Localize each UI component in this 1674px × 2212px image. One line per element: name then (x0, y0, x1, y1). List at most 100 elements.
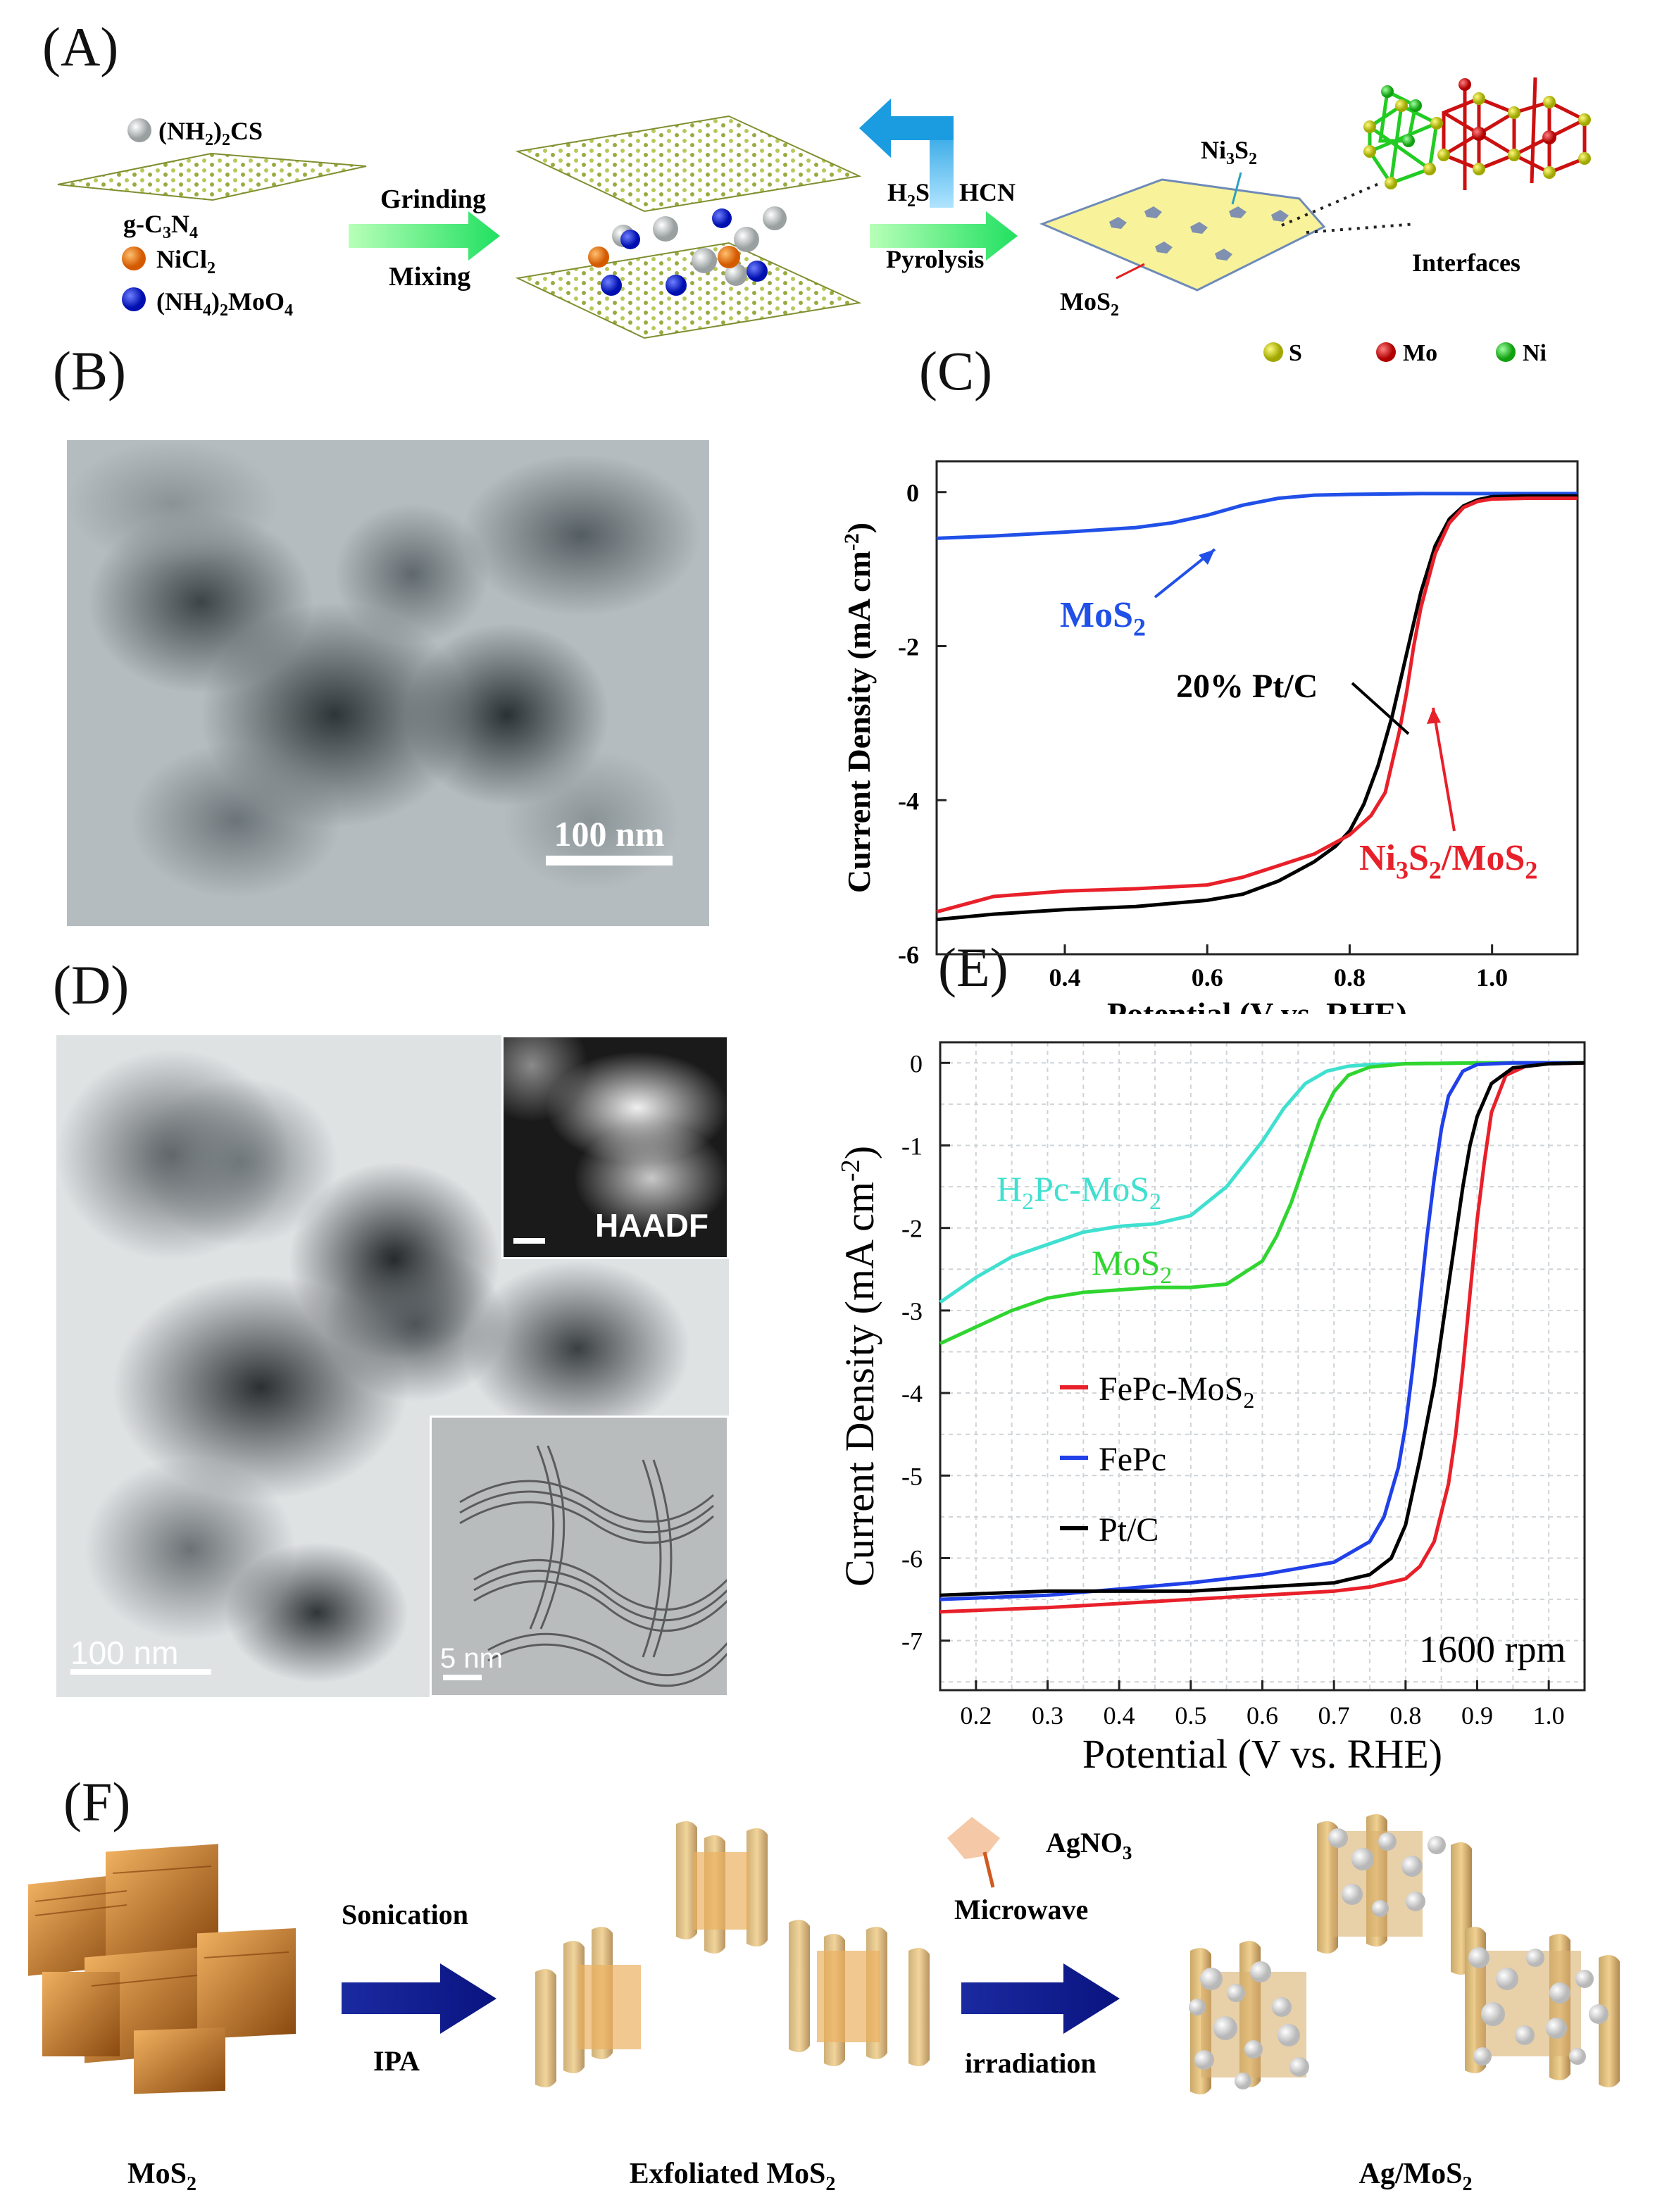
legend-ni-label: Ni (1523, 340, 1547, 366)
label-pyrolysis: Pyrolysis (886, 245, 984, 273)
caption-bulk-mos2: MoS2 (127, 2158, 196, 2195)
label-h2s: H2S (887, 178, 930, 211)
bulk-mos2-icon (28, 1844, 296, 2094)
pointer-head-mos2 (1199, 549, 1215, 565)
zoom-line (1306, 223, 1416, 234)
label-ptc-c: 20% Pt/C (1176, 668, 1318, 705)
chart-e: 0.2 0.3 0.4 0.5 0.6 0.7 0.8 0.9 1.0 0 -1 -2 -3 -4 -5 -6… (836, 1041, 1586, 1777)
caption-ag-mos2: Ag/MoS2 (1359, 2158, 1473, 2195)
legend-label-1: FePc (1099, 1441, 1166, 1478)
series-line-mos2 (936, 492, 1578, 540)
label-mos2-e: MoS2 (1092, 1243, 1172, 1289)
panel-label-d: (D) (53, 954, 130, 1016)
hrtem-scale-label: 5 nm (440, 1643, 503, 1674)
legend-mo-label: Mo (1403, 340, 1437, 366)
x-tick-label: 0.8 (1389, 1701, 1421, 1730)
plot-frame (935, 460, 1579, 956)
label-ni3s2-mos2-c: Ni3S2/MoS2 (1359, 838, 1537, 885)
y-tick-label: -7 (901, 1627, 923, 1656)
legend-ni-icon (1496, 342, 1516, 362)
panel-label-b: (B) (53, 340, 126, 401)
series-line-fepc (939, 1061, 1585, 1601)
haadf-scale-bar (513, 1238, 545, 1244)
label-mixing: Mixing (389, 262, 470, 292)
haadf-inset: HAADF (501, 1035, 729, 1259)
x-tick-label: 0.7 (1318, 1701, 1350, 1730)
x-tick-label: 0.5 (1175, 1701, 1206, 1730)
x-tick-label: 0.2 (960, 1701, 992, 1730)
label-mos2-c: MoS2 (1060, 595, 1146, 642)
ni3s2-mos2-sheet (1039, 172, 1326, 292)
y-tick-label: -6 (898, 941, 919, 969)
panel-label-c: (C) (919, 340, 992, 401)
y-tick-label: -4 (898, 787, 919, 815)
hrtem-inset: 5 nm (430, 1416, 729, 1697)
pointer-ni3s2-mos2 (1432, 707, 1456, 832)
scale-bar-d (70, 1669, 211, 1675)
y-tick-label: -5 (901, 1462, 923, 1490)
series-line-fepc-mos2 (939, 1061, 1585, 1614)
label-hcn: HCN (959, 178, 1016, 206)
series-line-ni3s2-mos2 (936, 496, 1578, 914)
legend-mo-icon (1376, 342, 1396, 362)
grinding-arrow-icon (349, 211, 500, 261)
ag-mos2-icon (1189, 1814, 1620, 2094)
nicl2-sphere-icon (122, 246, 146, 270)
label-microwave: Microwave (954, 1894, 1088, 1925)
x-tick-label: 0.6 (1192, 963, 1223, 992)
x-tick-label: 0.3 (1032, 1701, 1063, 1730)
panel-a-scheme: (NH2)2CS g-C3N4 NiCl2 (NH4)2MoO4 Grindin… (57, 77, 1591, 366)
y-tick-label: -6 (901, 1544, 923, 1573)
label-interfaces: Interfaces (1412, 249, 1520, 277)
series-line-mos2 (939, 1061, 1585, 1346)
x-tick-label: 0.4 (1049, 963, 1081, 992)
series-line-pt-c (939, 1061, 1585, 1597)
x-axis-label: Potential (V vs. RHE) (1082, 1731, 1442, 1777)
legend-s-icon (1263, 342, 1283, 362)
sonication-arrow-icon (342, 1963, 496, 2034)
microwave-arrow-icon (961, 1963, 1120, 2034)
y-tick-label: -2 (898, 633, 919, 661)
pyrolysis-arrow-icon (870, 211, 1018, 261)
caption-exfoliated-mos2: Exfoliated MoS2 (630, 2158, 836, 2195)
rpm-label: 1600 rpm (1419, 1628, 1566, 1670)
haadf-label: HAADF (595, 1207, 708, 1244)
zoom-line (1281, 182, 1381, 227)
hrtem-scale-bar (443, 1675, 482, 1680)
legend-label-0: FePc-MoS2 (1099, 1370, 1254, 1413)
panel-label-e: (E) (938, 937, 1008, 998)
y-tick-label: -1 (901, 1132, 923, 1160)
y-tick-label: 0 (906, 479, 919, 507)
y-tick-label: -4 (901, 1380, 923, 1408)
ammonium-molybdate-sphere-icon (122, 287, 146, 311)
label-gc3n4: g-C3N4 (123, 210, 198, 242)
x-tick-label: 0.8 (1334, 963, 1366, 992)
x-tick-label: 0.9 (1461, 1701, 1493, 1730)
x-tick-label: 1.0 (1476, 963, 1508, 992)
label-irradiation: irradiation (965, 2047, 1097, 2079)
x-axis-label: Potential (V vs. RHE) (1107, 996, 1407, 1014)
gc3n4-sheet (57, 152, 367, 201)
label-h2pc-mos2-e: H2Pc-MoS2 (997, 1169, 1161, 1215)
chart-c: 0.4 0.6 0.8 1.0 0 -2 -4 -6 Potential (V vs. RHE)… (840, 460, 1579, 1014)
label-ipa: IPA (373, 2045, 420, 2077)
tem-image-d: HAADF 5 nm 100 nm (56, 1035, 729, 1697)
x-tick-label: 1.0 (1533, 1701, 1565, 1730)
label-mos2-a: MoS2 (1060, 287, 1119, 320)
label-sonication: Sonication (342, 1899, 468, 1930)
scale-label-d: 100 nm (70, 1635, 179, 1671)
panel-f-scheme: MoS2 Sonication IPA Exfoliated MoS2 AgNO… (28, 1814, 1620, 2195)
label-grinding: Grinding (380, 185, 486, 214)
label-agno3: AgNO3 (1046, 1827, 1132, 1863)
x-tick-label: 0.6 (1247, 1701, 1278, 1730)
label-thiourea: (NH2)2CS (158, 117, 263, 149)
gas-release-arrow-icon (859, 99, 954, 208)
x-tick-label: 0.4 (1104, 1701, 1135, 1730)
scale-label-b: 100 nm (554, 814, 665, 854)
y-tick-label: -3 (901, 1297, 923, 1325)
y-axis-label: Current Density (mA cm-2) (840, 523, 877, 893)
pointer-ptc (1351, 682, 1410, 735)
y-axis-label: Current Density (mA cm-2) (836, 1146, 882, 1587)
label-ammonium-molybdate: (NH4)2MoO4 (156, 287, 293, 320)
panel-label-a: (A) (42, 16, 119, 77)
